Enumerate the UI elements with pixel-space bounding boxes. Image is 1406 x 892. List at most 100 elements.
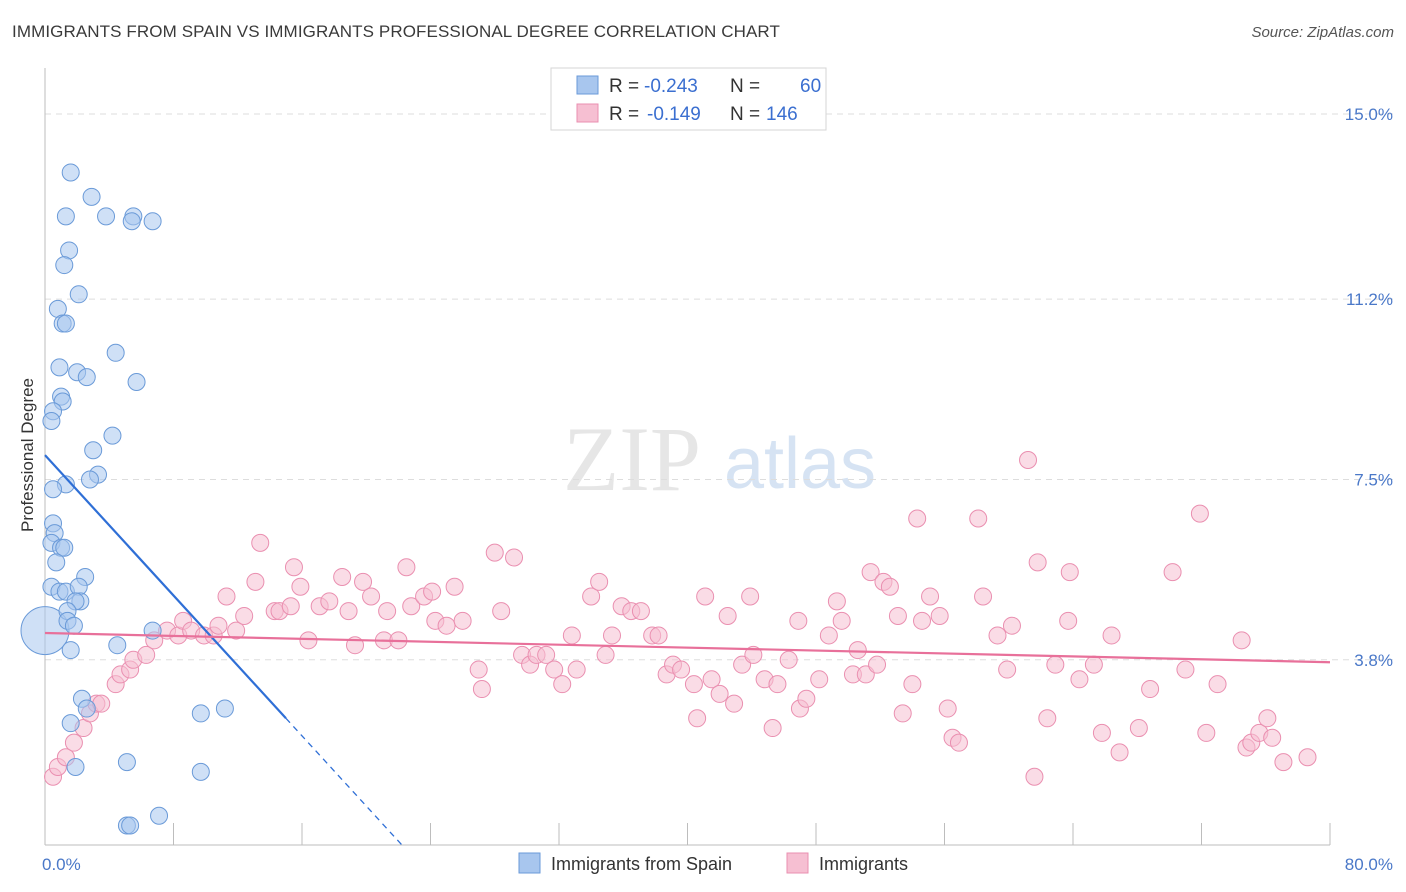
immigrants-point bbox=[1092, 723, 1111, 742]
immigrants-point bbox=[672, 660, 691, 679]
immigrants-point bbox=[649, 626, 668, 645]
spain-point bbox=[80, 470, 99, 489]
immigrants-point bbox=[339, 602, 358, 621]
immigrants-point bbox=[1084, 655, 1103, 674]
immigrants-point bbox=[1274, 753, 1293, 772]
immigrants-point bbox=[596, 645, 615, 664]
immigrants-point bbox=[880, 577, 899, 596]
spain-point bbox=[191, 704, 210, 723]
immigrants-point bbox=[567, 660, 586, 679]
immigrants-point bbox=[718, 606, 737, 625]
immigrants-point bbox=[291, 577, 310, 596]
immigrants-point bbox=[1258, 709, 1277, 728]
spain-point bbox=[44, 480, 63, 499]
immigrants-point bbox=[378, 602, 397, 621]
correlation-legend: R = -0.243 N = 60 R = -0.149 N = 146 bbox=[550, 67, 827, 131]
immigrants-point bbox=[445, 577, 464, 596]
immigrants-point bbox=[974, 587, 993, 606]
immigrants-point bbox=[209, 616, 228, 635]
spain-point bbox=[127, 373, 146, 392]
y-tick-label: 3.8% bbox=[1354, 651, 1393, 670]
immigrants-point bbox=[1060, 563, 1079, 582]
immigrants-point bbox=[1038, 709, 1057, 728]
y-tick-labels: 3.8% 7.5% 11.2% 15.0% bbox=[1345, 105, 1393, 670]
series-immigrants bbox=[44, 451, 1317, 786]
legend-r-label-1: R = bbox=[609, 76, 639, 97]
immigrants-point bbox=[453, 611, 472, 630]
spain-point bbox=[47, 553, 66, 572]
immigrants-point bbox=[1298, 748, 1317, 767]
immigrants-point bbox=[631, 602, 650, 621]
immigrants-point bbox=[603, 626, 622, 645]
immigrants-point bbox=[861, 563, 880, 582]
immigrants-point bbox=[684, 675, 703, 694]
legend-n-value-1: 60 bbox=[800, 76, 821, 97]
spain-point bbox=[191, 762, 210, 781]
immigrants-point bbox=[437, 616, 456, 635]
immigrants-point bbox=[235, 606, 254, 625]
spain-point bbox=[50, 358, 69, 377]
spain-point bbox=[117, 753, 136, 772]
spain-point bbox=[61, 163, 80, 182]
immigrants-point bbox=[537, 645, 556, 664]
immigrants-point bbox=[246, 572, 265, 591]
immigrants-point bbox=[1110, 743, 1129, 762]
spain-point bbox=[66, 758, 85, 777]
immigrants-point bbox=[908, 509, 927, 528]
immigrants-point bbox=[492, 602, 511, 621]
immigrants-point bbox=[688, 709, 707, 728]
immigrants-point bbox=[913, 611, 932, 630]
immigrants-point bbox=[1002, 616, 1021, 635]
immigrants-point bbox=[888, 606, 907, 625]
gridlines bbox=[45, 113, 1393, 661]
immigrants-point bbox=[848, 641, 867, 660]
immigrants-point bbox=[284, 558, 303, 577]
immigrants-point bbox=[810, 670, 829, 689]
trendline-spain-extension bbox=[285, 717, 404, 847]
bottom-legend-label-spain: Immigrants from Spain bbox=[551, 854, 732, 874]
immigrants-point bbox=[582, 587, 601, 606]
x-tick-labels: 0.0% 80.0% bbox=[42, 855, 1393, 874]
immigrants-point bbox=[1197, 723, 1216, 742]
y-tick-label: 11.2% bbox=[1346, 290, 1393, 309]
immigrants-point bbox=[562, 626, 581, 645]
y-tick-label: 15.0% bbox=[1345, 105, 1393, 124]
immigrants-point bbox=[333, 567, 352, 586]
spain-point bbox=[61, 714, 80, 733]
legend-n-label-2: N = bbox=[730, 104, 760, 125]
spain-point bbox=[143, 212, 162, 231]
watermark-atlas: atlas bbox=[724, 424, 876, 504]
immigrants-point bbox=[988, 626, 1007, 645]
immigrants-point bbox=[744, 645, 763, 664]
immigrants-point bbox=[469, 660, 488, 679]
immigrants-point bbox=[696, 587, 715, 606]
spain-point bbox=[56, 314, 75, 333]
spain-point bbox=[55, 538, 74, 557]
immigrants-point bbox=[1190, 504, 1209, 523]
immigrants-point bbox=[832, 611, 851, 630]
spain-point bbox=[215, 699, 234, 718]
immigrants-point bbox=[1025, 767, 1044, 786]
spain-point bbox=[84, 441, 103, 460]
immigrants-point bbox=[1141, 680, 1160, 699]
immigrants-point bbox=[217, 587, 236, 606]
immigrants-point bbox=[930, 606, 949, 625]
immigrants-point bbox=[1176, 660, 1195, 679]
immigrants-point bbox=[1129, 719, 1148, 738]
watermark-zip: ZIP bbox=[563, 408, 701, 510]
trendlines bbox=[44, 454, 1331, 847]
spain-point bbox=[42, 412, 61, 431]
immigrants-point bbox=[227, 621, 246, 640]
spain-point bbox=[61, 641, 80, 660]
immigrants-point bbox=[893, 704, 912, 723]
immigrants-point bbox=[545, 660, 564, 679]
immigrants-point bbox=[1263, 728, 1282, 747]
immigrants-point bbox=[779, 650, 798, 669]
x-tick-label-max: 80.0% bbox=[1345, 855, 1393, 874]
immigrants-point bbox=[362, 587, 381, 606]
spain-point bbox=[64, 616, 83, 635]
spain-point bbox=[69, 285, 88, 304]
immigrants-point bbox=[797, 689, 816, 708]
immigrants-point bbox=[402, 597, 421, 616]
